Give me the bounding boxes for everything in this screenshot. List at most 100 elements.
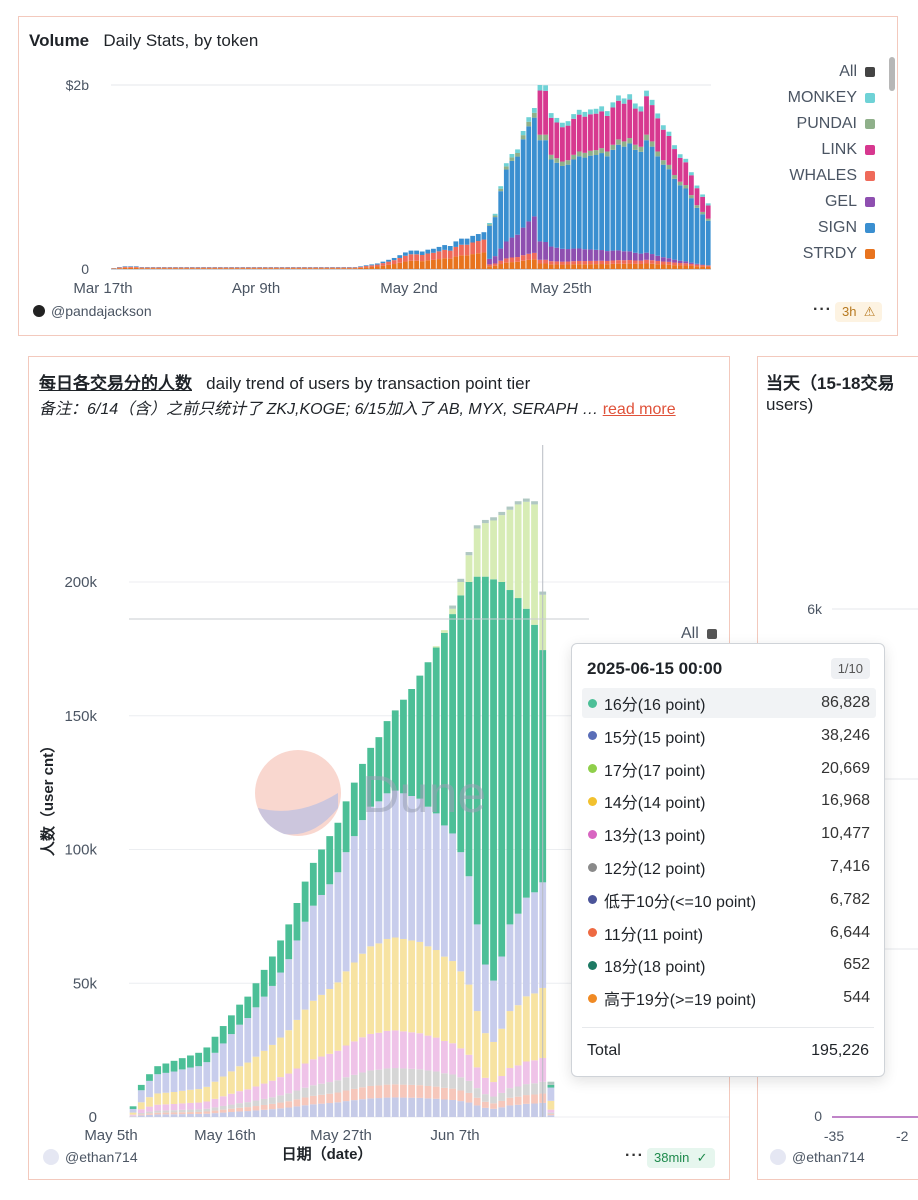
bar-segment[interactable]: [531, 112, 537, 118]
bar-stack[interactable]: [705, 203, 711, 269]
bar-segment[interactable]: [588, 150, 593, 156]
bar-segment[interactable]: [424, 1035, 432, 1071]
bar-segment[interactable]: [424, 1085, 432, 1099]
bar-stack[interactable]: [189, 267, 195, 269]
legend-item[interactable]: SIGN: [788, 215, 875, 241]
bar-segment[interactable]: [649, 254, 655, 261]
bar-segment[interactable]: [187, 1055, 194, 1068]
bar-segment[interactable]: [293, 1090, 301, 1100]
bar-segment[interactable]: [543, 259, 548, 264]
bar-segment[interactable]: [293, 1068, 301, 1091]
bar-stack[interactable]: [359, 763, 366, 1117]
bar-segment[interactable]: [432, 1037, 440, 1072]
bar-segment[interactable]: [268, 956, 276, 986]
bar-segment[interactable]: [515, 156, 520, 235]
bar-segment[interactable]: [326, 1103, 334, 1117]
bar-stack[interactable]: [203, 1047, 211, 1117]
bar-segment[interactable]: [688, 198, 694, 263]
bar-stack[interactable]: [240, 267, 246, 269]
bar-segment[interactable]: [383, 938, 391, 1031]
bar-segment[interactable]: [268, 1109, 276, 1117]
bar-stack[interactable]: [694, 185, 700, 269]
bar-segment[interactable]: [318, 994, 325, 1057]
bar-segment[interactable]: [137, 1114, 145, 1116]
bar-segment[interactable]: [285, 1030, 293, 1074]
bar-stack[interactable]: [234, 267, 240, 269]
bar-segment[interactable]: [503, 241, 509, 259]
legend-item[interactable]: GEL: [788, 189, 875, 215]
bar-segment[interactable]: [391, 1068, 399, 1085]
bar-stack[interactable]: [374, 263, 380, 269]
bar-segment[interactable]: [252, 1110, 260, 1117]
bar-segment[interactable]: [666, 135, 672, 165]
bar-segment[interactable]: [414, 250, 420, 255]
bar-segment[interactable]: [318, 1103, 325, 1117]
bar-segment[interactable]: [386, 259, 391, 262]
bar-segment[interactable]: [547, 1109, 555, 1113]
bar-segment[interactable]: [402, 261, 408, 269]
bar-stack[interactable]: [644, 90, 649, 269]
bar-segment[interactable]: [453, 256, 459, 269]
bar-stack[interactable]: [219, 1026, 227, 1117]
bar-segment[interactable]: [309, 905, 317, 1001]
bar-stack[interactable]: [236, 1004, 243, 1117]
bar-segment[interactable]: [655, 260, 661, 265]
bar-stack[interactable]: [503, 163, 509, 269]
bar-stack[interactable]: [146, 1074, 153, 1117]
bar-segment[interactable]: [638, 146, 644, 152]
bar-segment[interactable]: [465, 1054, 473, 1081]
bar-stack[interactable]: [369, 264, 375, 269]
bar-segment[interactable]: [490, 980, 497, 1042]
legend-item[interactable]: STRDY: [788, 241, 875, 267]
bar-segment[interactable]: [441, 1073, 448, 1088]
bar-segment[interactable]: [487, 266, 492, 269]
bar-segment[interactable]: [498, 188, 504, 192]
bar-segment[interactable]: [465, 1080, 473, 1093]
bar-segment[interactable]: [604, 260, 610, 265]
bar-stack[interactable]: [391, 710, 399, 1117]
bar-segment[interactable]: [547, 1114, 555, 1116]
bar-stack[interactable]: [335, 267, 341, 269]
bar-segment[interactable]: [599, 260, 605, 265]
bar-segment[interactable]: [206, 268, 212, 269]
bar-segment[interactable]: [352, 268, 358, 269]
bar-stack[interactable]: [195, 1052, 203, 1117]
bar-segment[interactable]: [386, 264, 391, 269]
bar-segment[interactable]: [616, 95, 621, 101]
bar-segment[interactable]: [506, 924, 514, 1012]
bar-segment[interactable]: [408, 254, 414, 261]
bar-segment[interactable]: [655, 151, 661, 157]
bar-segment[interactable]: [526, 253, 532, 260]
bar-segment[interactable]: [694, 188, 700, 206]
bar-segment[interactable]: [187, 1102, 194, 1110]
bar-segment[interactable]: [453, 241, 459, 247]
bar-segment[interactable]: [178, 1114, 186, 1117]
bar-segment[interactable]: [506, 590, 514, 925]
bar-segment[interactable]: [285, 267, 291, 269]
bar-segment[interactable]: [285, 1093, 293, 1102]
bar-segment[interactable]: [154, 1093, 162, 1105]
bar-segment[interactable]: [632, 252, 638, 261]
bar-segment[interactable]: [610, 149, 616, 251]
bar-segment[interactable]: [309, 1095, 317, 1105]
bar-segment[interactable]: [146, 1113, 153, 1115]
bar-segment[interactable]: [649, 141, 655, 147]
bar-segment[interactable]: [599, 148, 605, 154]
legend-item[interactable]: MONKEY: [788, 85, 875, 111]
bar-segment[interactable]: [154, 1110, 162, 1113]
bar-stack[interactable]: [520, 131, 526, 269]
bar-segment[interactable]: [700, 196, 705, 212]
bar-stack[interactable]: [170, 1060, 178, 1117]
bar-segment[interactable]: [644, 259, 649, 264]
bar-segment[interactable]: [129, 1112, 137, 1115]
bar-segment[interactable]: [559, 248, 565, 262]
bar-stack[interactable]: [309, 862, 317, 1117]
tooltip-pager[interactable]: 1/10: [830, 658, 870, 679]
bar-segment[interactable]: [473, 924, 481, 1012]
bar-stack[interactable]: [260, 969, 268, 1117]
bar-segment[interactable]: [432, 813, 440, 951]
bar-segment[interactable]: [400, 699, 407, 794]
bar-segment[interactable]: [509, 257, 515, 263]
bar-segment[interactable]: [492, 265, 498, 269]
bar-segment[interactable]: [616, 263, 621, 269]
